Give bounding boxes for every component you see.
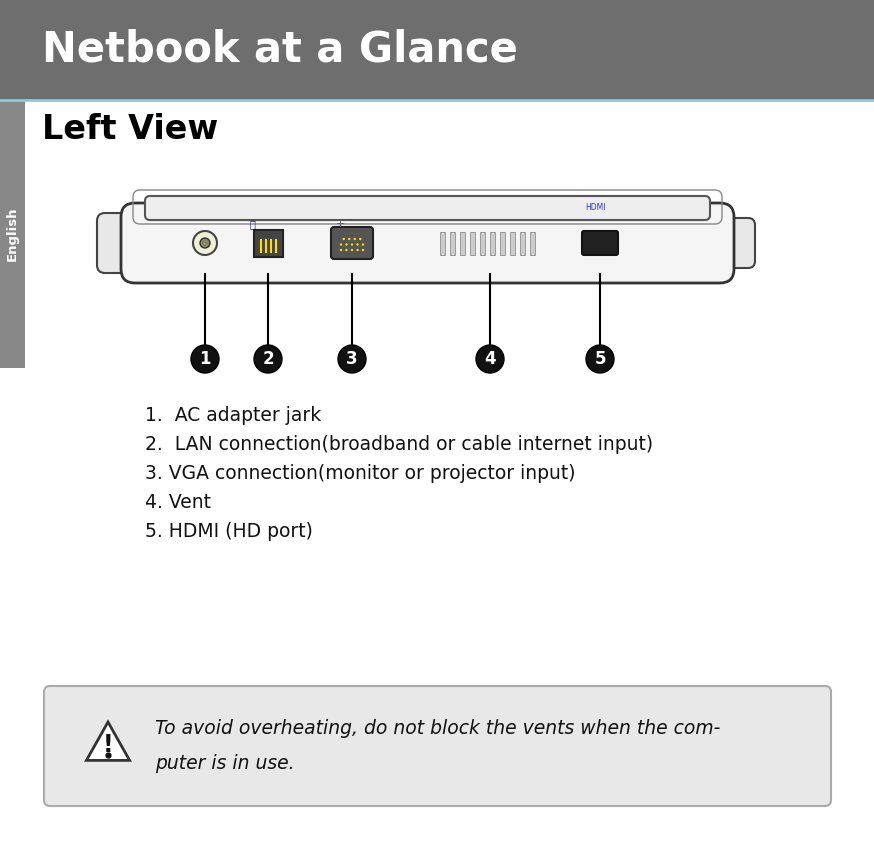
FancyBboxPatch shape <box>500 232 504 255</box>
FancyBboxPatch shape <box>145 196 710 220</box>
Circle shape <box>348 238 350 240</box>
Circle shape <box>357 244 358 245</box>
Circle shape <box>359 238 362 240</box>
Circle shape <box>345 244 348 245</box>
Text: 5. HDMI (HD port): 5. HDMI (HD port) <box>145 522 313 541</box>
Bar <box>0 0 874 100</box>
FancyBboxPatch shape <box>449 232 454 255</box>
FancyBboxPatch shape <box>253 229 282 257</box>
Circle shape <box>586 345 614 373</box>
Circle shape <box>340 249 343 251</box>
Text: 4. Vent: 4. Vent <box>145 493 211 512</box>
FancyBboxPatch shape <box>489 232 495 255</box>
Polygon shape <box>87 722 129 760</box>
Circle shape <box>200 238 210 248</box>
Text: 2.  LAN connection(broadband or cable internet input): 2. LAN connection(broadband or cable int… <box>145 435 653 454</box>
Text: To avoid overheating, do not block the vents when the com-: To avoid overheating, do not block the v… <box>155 719 720 738</box>
Text: 3: 3 <box>346 350 357 368</box>
FancyBboxPatch shape <box>519 232 524 255</box>
Text: English: English <box>6 207 19 261</box>
Circle shape <box>345 249 348 251</box>
Text: 1.  AC adapter jark: 1. AC adapter jark <box>145 406 322 425</box>
FancyBboxPatch shape <box>44 686 831 806</box>
FancyBboxPatch shape <box>510 232 515 255</box>
Circle shape <box>362 249 364 251</box>
Text: puter is in use.: puter is in use. <box>155 754 295 773</box>
Text: 2: 2 <box>262 350 274 368</box>
FancyBboxPatch shape <box>331 227 373 259</box>
FancyBboxPatch shape <box>530 232 535 255</box>
Text: 4: 4 <box>484 350 496 368</box>
Circle shape <box>338 345 366 373</box>
Circle shape <box>357 249 358 251</box>
Text: 5: 5 <box>594 350 606 368</box>
Text: +: + <box>336 219 345 229</box>
Circle shape <box>340 244 343 245</box>
Text: !: ! <box>102 733 114 757</box>
FancyBboxPatch shape <box>97 213 153 273</box>
Circle shape <box>350 244 353 245</box>
Text: Netbook at a Glance: Netbook at a Glance <box>42 29 518 71</box>
Bar <box>0 100 25 368</box>
FancyBboxPatch shape <box>460 232 464 255</box>
Circle shape <box>193 231 217 255</box>
FancyBboxPatch shape <box>582 231 618 255</box>
Text: HDMI: HDMI <box>585 203 606 212</box>
FancyBboxPatch shape <box>469 232 475 255</box>
Circle shape <box>191 345 219 373</box>
FancyBboxPatch shape <box>440 232 445 255</box>
Circle shape <box>254 345 282 373</box>
Text: 1: 1 <box>199 350 211 368</box>
FancyBboxPatch shape <box>480 232 484 255</box>
Text: ⭠: ⭠ <box>250 219 256 229</box>
FancyBboxPatch shape <box>703 218 755 268</box>
Text: 3. VGA connection(monitor or projector input): 3. VGA connection(monitor or projector i… <box>145 464 575 483</box>
FancyBboxPatch shape <box>121 203 734 283</box>
Circle shape <box>354 238 356 240</box>
Circle shape <box>476 345 504 373</box>
Circle shape <box>362 244 364 245</box>
Circle shape <box>343 238 345 240</box>
Circle shape <box>350 249 353 251</box>
Text: Left View: Left View <box>42 113 218 146</box>
